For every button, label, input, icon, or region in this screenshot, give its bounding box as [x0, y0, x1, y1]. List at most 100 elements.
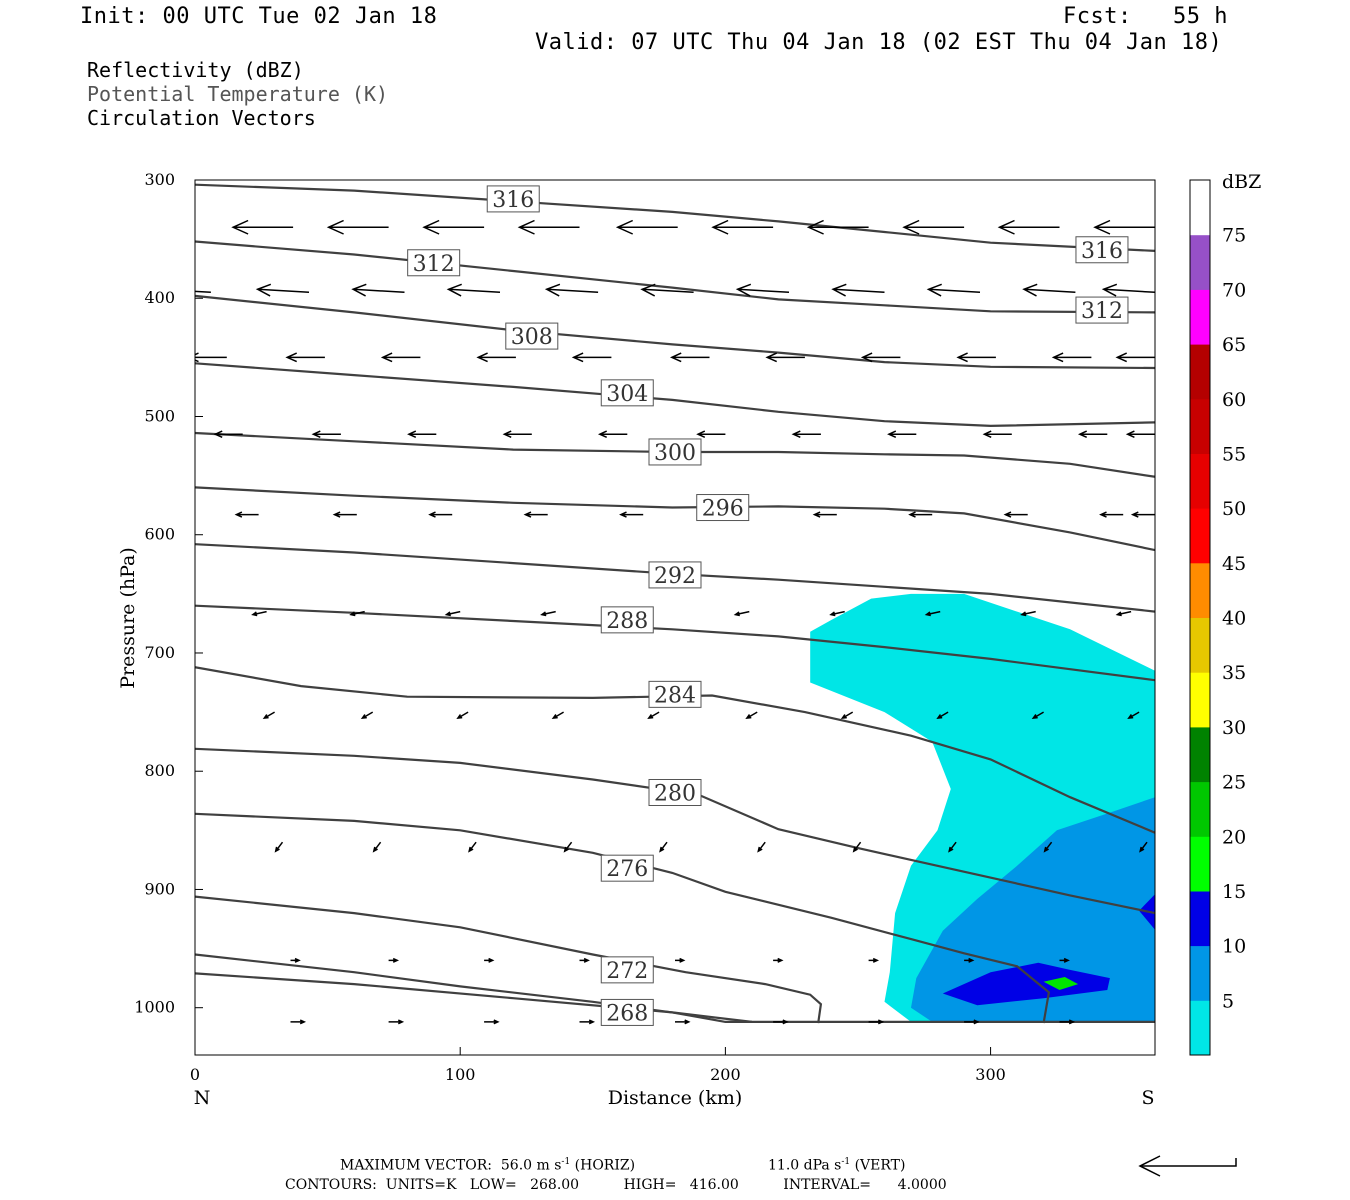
- circulation-vector-r2-c9: [1051, 352, 1092, 363]
- circulation-vector-r3-c7: [887, 430, 917, 438]
- circulation-vector-r4-c3: [523, 511, 548, 518]
- colorbar-segment-13: [1190, 289, 1210, 345]
- circulation-vector-r2-c3: [476, 352, 516, 363]
- contour-label-box-276: [600, 854, 654, 882]
- contour-label-304: 304: [606, 382, 648, 407]
- reflectivity-region-20dbz-4: [1043, 977, 1079, 990]
- circulation-vector-r9-c7: [964, 1019, 980, 1025]
- vert-label: (VERT): [850, 1157, 906, 1174]
- circulation-vector-r1-c7: [831, 283, 885, 297]
- contour-label-box-280: [648, 779, 702, 806]
- x-tick-label-300: 300: [975, 1065, 1006, 1084]
- contour-label-box-308: [505, 322, 559, 350]
- circulation-vector-r3-c3: [502, 430, 532, 438]
- colorbar-level-55: 55: [1222, 443, 1246, 465]
- colorbar-segment-7: [1190, 617, 1210, 673]
- colorbar-level-15: 15: [1222, 881, 1246, 903]
- contour-label-276: 276: [606, 857, 648, 882]
- circulation-vector-r9-c0: [290, 1019, 307, 1025]
- circulation-vector-r3-c2: [407, 430, 437, 438]
- theta-contour-unlabeled: [195, 972, 753, 1023]
- circulation-vector-r5-c3: [540, 610, 556, 617]
- circulation-vector-r4-c6: [812, 511, 837, 518]
- colorbar-level-45: 45: [1222, 553, 1246, 575]
- colorbar-segment-10: [1190, 453, 1210, 509]
- theta-contour-308: [195, 294, 1155, 370]
- circulation-vector-r8-c9: [1155, 959, 1164, 963]
- circulation-vector-r0-c6: [711, 219, 774, 235]
- circulation-vector-r4-c1: [332, 511, 357, 518]
- circulation-vector-r8-c1: [388, 957, 400, 963]
- circulation-vector-r1-c10: [1101, 283, 1155, 297]
- theta-contour-280: [195, 747, 1155, 915]
- circulation-vector-r5-c7: [924, 610, 941, 617]
- x-tick-label-100: 100: [445, 1065, 476, 1084]
- contour-label-316: 316: [492, 188, 534, 213]
- colorbar-title: dBZ: [1222, 171, 1261, 193]
- contour-label-box-304: [600, 379, 654, 407]
- circulation-vector-r3-c1: [311, 430, 341, 438]
- circulation-vector-r1-c0: [195, 290, 211, 294]
- contour-label-right-312: 312: [1081, 299, 1123, 324]
- colorbar-segment-11: [1190, 398, 1210, 454]
- circulation-vector-r0-c4: [517, 219, 580, 235]
- theta-contour-312: [195, 240, 1155, 314]
- circulation-vector-r3-c4: [597, 430, 628, 438]
- colorbar-segment-6: [1190, 672, 1210, 728]
- y-tick-label-500: 500: [144, 406, 175, 425]
- colorbar-level-25: 25: [1222, 772, 1246, 794]
- circulation-vector-r4-c2: [428, 511, 453, 518]
- circulation-vector-r6-c0: [262, 711, 275, 720]
- theta-contour-296: [195, 486, 1155, 552]
- circulation-vector-r2-c4: [571, 352, 612, 363]
- field-circulation-vectors: Circulation Vectors: [87, 106, 316, 130]
- circulation-vector-r5-c8: [1020, 610, 1036, 617]
- colorbar-level-40: 40: [1222, 608, 1246, 630]
- colorbar-segment-3: [1190, 836, 1210, 892]
- max-vector-text: MAXIMUM VECTOR: 56.0 m s: [340, 1157, 562, 1174]
- theta-contour-276: [195, 812, 1051, 1024]
- circulation-vector-r6-c3: [551, 711, 564, 720]
- contour-label-box-292: [648, 561, 702, 589]
- colorbar-level-75: 75: [1222, 225, 1246, 247]
- circulation-vector-r4-c8: [1003, 511, 1028, 518]
- theta-contour-268: [195, 953, 1155, 1023]
- contour-label-296: 296: [702, 497, 744, 522]
- circulation-vector-r3-c5: [696, 430, 726, 438]
- circulation-vector-r2-c1: [285, 352, 325, 363]
- circulation-vector-r6-c7: [936, 711, 949, 720]
- colorbar-level-10: 10: [1222, 936, 1246, 958]
- colorbar-segment-8: [1190, 562, 1210, 618]
- field-potential-temperature: Potential Temperature (K): [87, 82, 389, 106]
- contour-label-300: 300: [654, 441, 696, 466]
- colorbar-level-70: 70: [1222, 279, 1246, 301]
- circulation-vector-r8-c3: [579, 957, 590, 963]
- circulation-vector-r7-c4: [659, 841, 668, 853]
- contour-label-box-right-316: [1075, 236, 1129, 264]
- circulation-vector-r0-c2: [326, 219, 389, 235]
- y-tick-label-400: 400: [144, 288, 175, 307]
- circulation-vector-r3-c8: [982, 430, 1012, 438]
- vert-vector-exponent: -1: [841, 1157, 851, 1167]
- contour-label-292: 292: [654, 564, 696, 589]
- y-tick-label-300: 300: [144, 170, 175, 189]
- circulation-vector-r7-c1: [372, 841, 382, 853]
- colorbar-level-30: 30: [1222, 717, 1246, 739]
- circulation-vector-r6-c2: [456, 711, 469, 720]
- contour-label-box-300: [648, 438, 702, 466]
- circulation-vector-r5-c0: [251, 610, 267, 617]
- circulation-vector-r4-c10: [1130, 511, 1155, 518]
- circulation-vector-r9-c3: [579, 1019, 596, 1025]
- x-end-label-s: S: [1141, 1087, 1154, 1109]
- colorbar-segment-15: [1190, 180, 1210, 236]
- contour-label-284: 284: [654, 683, 696, 708]
- y-tick-label-600: 600: [144, 525, 175, 544]
- circulation-vector-r5-c9: [1115, 610, 1132, 617]
- colorbar-segment-5: [1190, 726, 1210, 783]
- circulation-vector-r8-c0: [290, 957, 301, 963]
- contour-label-308: 308: [511, 325, 553, 350]
- circulation-vector-r5-c5: [733, 610, 750, 617]
- contour-label-268: 268: [606, 1001, 648, 1026]
- contour-label-box-284: [648, 680, 702, 708]
